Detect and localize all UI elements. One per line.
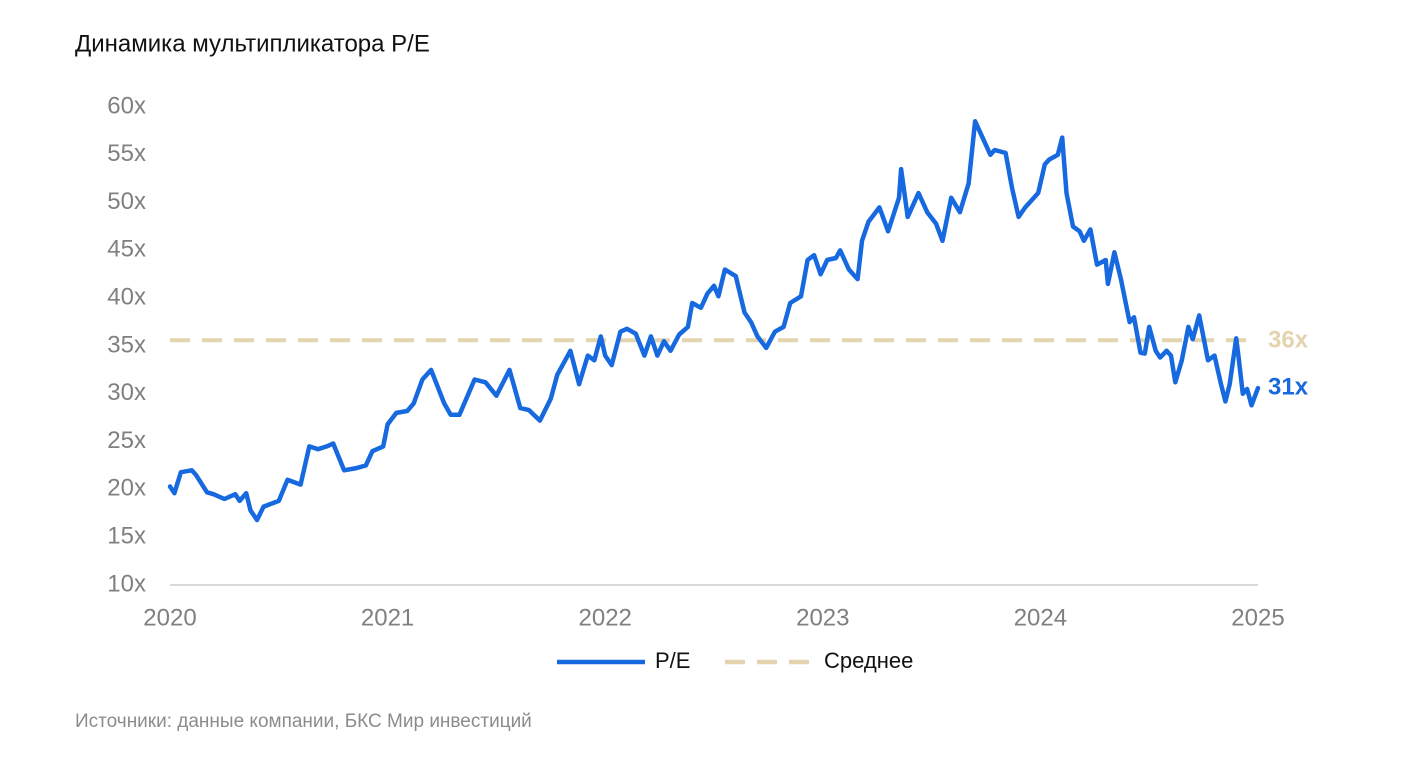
x-tick-label: 2023 — [796, 604, 849, 631]
y-tick-label: 50x — [107, 188, 146, 215]
y-tick-label: 15x — [107, 523, 146, 550]
y-tick-label: 60x — [107, 92, 146, 119]
x-tick-label: 2020 — [143, 604, 196, 631]
x-tick-label: 2025 — [1231, 604, 1284, 631]
y-tick-label: 20x — [107, 475, 146, 502]
chart-title: Динамика мультипликатора P/E — [75, 30, 430, 57]
y-tick-label: 10x — [107, 570, 146, 597]
y-tick-label: 40x — [107, 284, 146, 311]
legend-label: Среднее — [824, 648, 913, 673]
series-line — [167, 119, 1261, 523]
source-note: Источники: данные компании, БКС Мир инве… — [75, 711, 532, 732]
y-tick-label: 55x — [107, 140, 146, 167]
mean-label: 36x — [1268, 327, 1309, 354]
legend-label: P/E — [655, 648, 690, 673]
y-tick-label: 25x — [107, 427, 146, 454]
x-tick-label: 2024 — [1014, 604, 1067, 631]
last-value-label: 31x — [1268, 373, 1309, 400]
x-tick-label: 2021 — [361, 604, 414, 631]
x-tick-label: 2022 — [579, 604, 632, 631]
y-tick-label: 35x — [107, 331, 146, 358]
y-tick-label: 45x — [107, 236, 146, 263]
y-tick-label: 30x — [107, 379, 146, 406]
